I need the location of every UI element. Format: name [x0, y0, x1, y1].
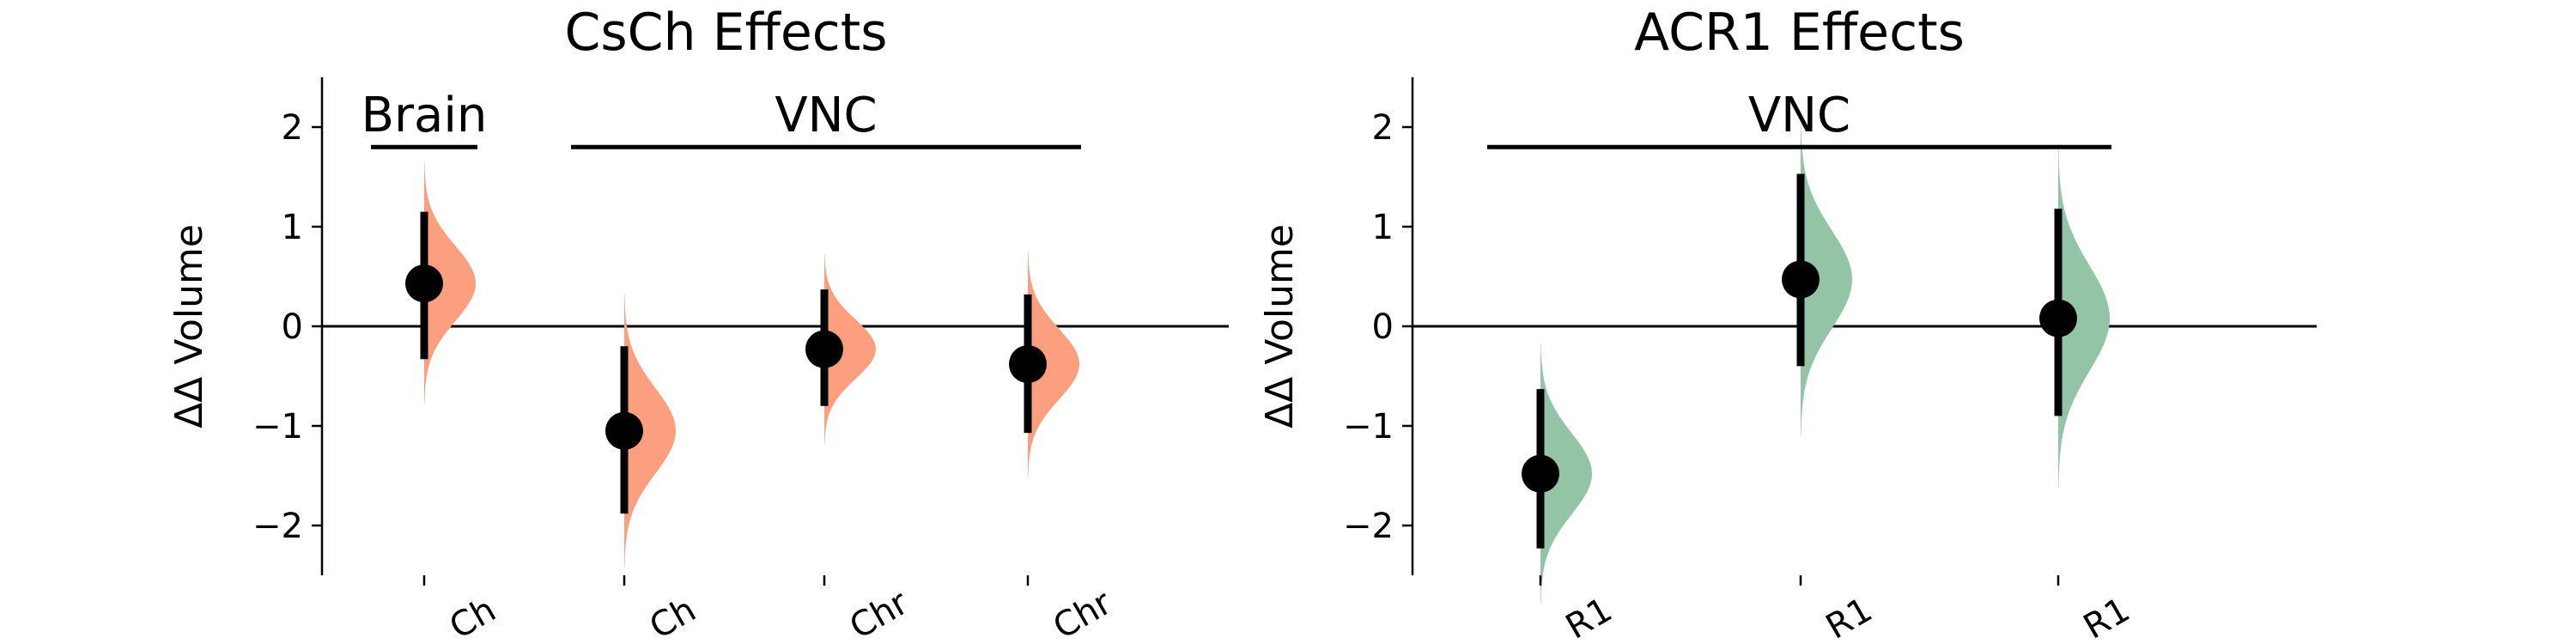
distribution	[1028, 251, 1079, 477]
y-tick-label: 0	[282, 307, 303, 347]
mean-point	[805, 330, 843, 368]
bracket-label: Brain	[361, 88, 488, 143]
chart-title: ACR1 Effects	[1634, 3, 1965, 63]
bracket-label: VNC	[775, 88, 877, 143]
x-tick-label: Chr	[1047, 583, 1119, 644]
distribution	[624, 294, 676, 568]
distribution	[2058, 149, 2110, 488]
distribution	[1540, 343, 1592, 605]
y-tick-label: 1	[282, 208, 303, 247]
mean-point	[1782, 260, 1820, 299]
y-axis-label: ΔΔ Volume	[1258, 224, 1302, 428]
y-tick-label: −2	[252, 507, 303, 546]
x-tick-label: R1	[2077, 590, 2136, 644]
x-tick-label: R1	[1559, 590, 1619, 644]
mean-point	[1522, 454, 1559, 493]
x-tick-label: Chr	[843, 583, 915, 644]
y-tick-label: −2	[1343, 507, 1394, 546]
y-tick-label: 0	[1372, 307, 1394, 347]
y-tick-label: 2	[282, 108, 303, 148]
x-tick-label: R1	[1820, 590, 1879, 644]
y-tick-label: −1	[252, 407, 303, 447]
y-tick-label: 1	[1372, 208, 1394, 247]
y-axis-label: ΔΔ Volume	[167, 224, 211, 428]
distribution	[1801, 122, 1852, 437]
bracket-label: VNC	[1748, 88, 1850, 143]
x-tick-label: Ch	[643, 590, 702, 644]
mean-point	[2039, 299, 2077, 337]
chart-title: CsCh Effects	[564, 3, 887, 63]
x-tick-label: Ch	[443, 590, 502, 644]
distribution	[424, 162, 476, 404]
mean-point	[605, 411, 643, 450]
y-tick-label: −1	[1343, 407, 1394, 447]
y-tick-label: 2	[1372, 108, 1394, 148]
mean-point	[405, 264, 443, 303]
distribution	[824, 253, 876, 445]
mean-point	[1009, 345, 1047, 384]
